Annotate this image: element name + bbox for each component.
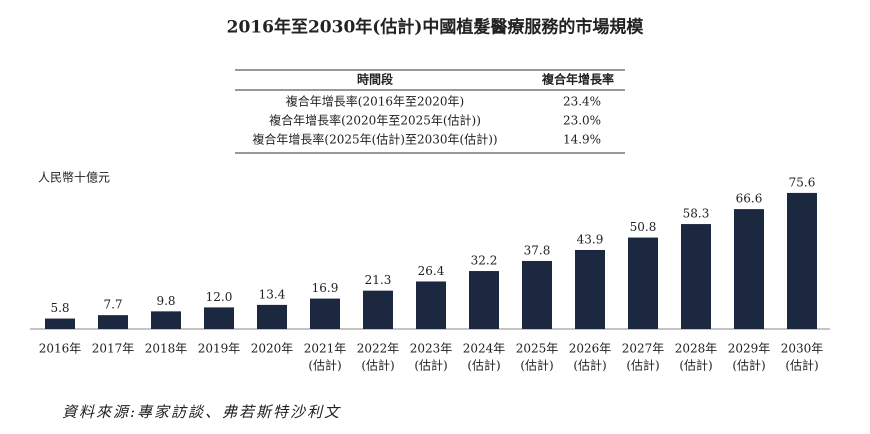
x-tick-label: 2026年	[569, 342, 612, 356]
x-tick-label: 2024年	[463, 342, 506, 356]
x-tick-label: 2030年	[781, 342, 824, 356]
bar	[151, 311, 181, 329]
bar	[575, 249, 605, 329]
table-cell: 複合年增長率(2025年(估計)至2030年(估計))	[252, 132, 497, 147]
x-tick-sublabel: (估計)	[414, 358, 447, 373]
x-tick-sublabel: (估計)	[361, 358, 394, 373]
bar	[416, 281, 446, 329]
bar	[204, 307, 234, 329]
value-label: 7.7	[103, 298, 122, 312]
x-tick-sublabel: (估計)	[520, 358, 553, 373]
bar	[469, 271, 499, 329]
table-header: 複合年增長率	[541, 72, 614, 87]
x-tick-sublabel: (估計)	[785, 358, 818, 373]
bar	[628, 237, 658, 329]
value-label: 50.8	[630, 220, 657, 234]
x-tick-sublabel: (估計)	[467, 358, 500, 373]
x-tick-label: 2027年	[622, 342, 665, 356]
table-cell: 23.4%	[563, 95, 601, 109]
value-label: 13.4	[259, 287, 286, 301]
x-tick-label: 2017年	[92, 342, 135, 356]
value-label: 9.8	[156, 294, 175, 308]
table-cell: 複合年增長率(2020年至2025年(估計))	[269, 113, 481, 128]
bar	[257, 304, 287, 329]
unit-label: 人民幣十億元	[38, 171, 110, 185]
value-label: 43.9	[577, 232, 604, 246]
chart-title: 2016年至2030年(估計)中國植髮醫療服務的市場規模	[227, 17, 645, 38]
bar	[98, 315, 128, 329]
value-label: 75.6	[789, 175, 816, 189]
value-label: 26.4	[418, 264, 445, 278]
table-cell: 23.0%	[563, 114, 601, 128]
x-tick-label: 2022年	[357, 342, 400, 356]
bar	[787, 192, 817, 329]
x-tick-sublabel: (估計)	[732, 358, 765, 373]
value-label: 12.0	[206, 290, 233, 304]
x-tick-sublabel: (估計)	[573, 358, 606, 373]
source-note: 資料來源:專家訪談、弗若斯特沙利文	[62, 403, 341, 421]
x-tick-label: 2023年	[410, 342, 453, 356]
table-cell: 14.9%	[563, 133, 601, 147]
x-tick-label: 2019年	[198, 342, 241, 356]
bar	[522, 260, 552, 329]
x-tick-label: 2029年	[728, 342, 771, 356]
x-tick-label: 2025年	[516, 342, 559, 356]
value-label: 58.3	[683, 207, 710, 221]
table-cell: 複合年增長率(2016年至2020年)	[286, 94, 464, 109]
bar	[45, 318, 75, 329]
x-tick-label: 2028年	[675, 342, 718, 356]
value-label: 16.9	[312, 281, 339, 295]
x-tick-label: 2021年	[304, 342, 347, 356]
table-header: 時間段	[357, 72, 394, 87]
bar	[363, 290, 393, 329]
value-label: 32.2	[471, 254, 498, 268]
x-tick-sublabel: (估計)	[308, 358, 341, 373]
x-tick-label: 2020年	[251, 342, 294, 356]
x-tick-sublabel: (估計)	[679, 358, 712, 373]
bar	[681, 224, 711, 329]
x-tick-sublabel: (估計)	[626, 358, 659, 373]
value-label: 66.6	[736, 192, 763, 206]
value-label: 21.3	[365, 273, 392, 287]
x-tick-label: 2016年	[39, 342, 82, 356]
bar	[310, 298, 340, 329]
x-tick-label: 2018年	[145, 342, 188, 356]
value-label: 37.8	[524, 243, 551, 257]
bar	[734, 209, 764, 329]
value-label: 5.8	[50, 301, 69, 315]
